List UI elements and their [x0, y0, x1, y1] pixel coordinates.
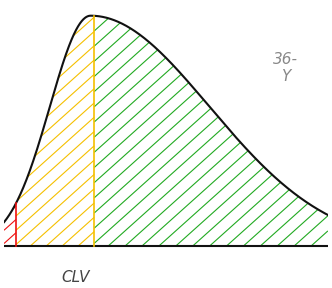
Text: CLV: CLV — [61, 270, 90, 285]
Text: 36-
Y: 36- Y — [273, 52, 298, 84]
